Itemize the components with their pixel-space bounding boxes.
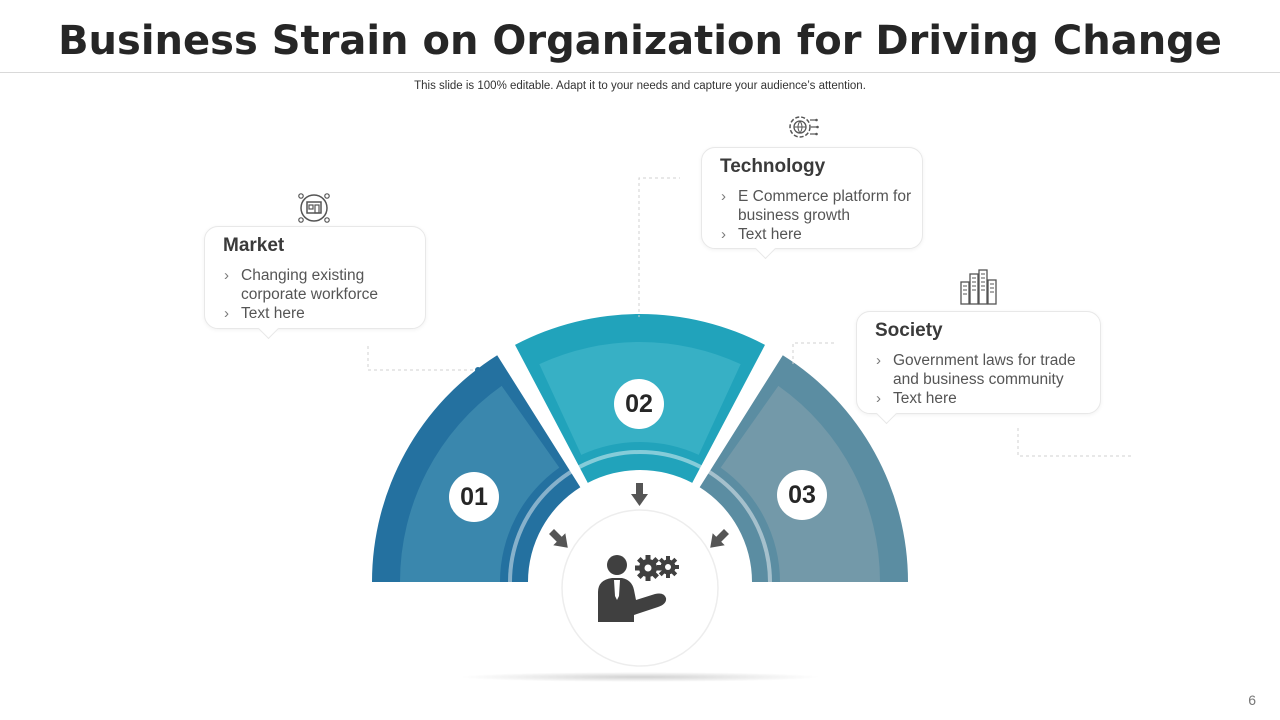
center-circle — [561, 509, 719, 667]
technology-connector-dot — [636, 317, 642, 323]
businessman-gears-icon — [598, 555, 679, 622]
market-bullets: Changing existing corporate workforce Te… — [223, 266, 415, 323]
diagram-shadow — [460, 672, 820, 682]
title-divider — [0, 72, 1280, 73]
technology-bullet-1: E Commerce platform for business growth — [720, 187, 912, 225]
market-heading: Market — [223, 235, 285, 256]
society-callout: Society Government laws for trade and bu… — [856, 311, 1101, 425]
technology-bullet-2: Text here — [720, 225, 912, 244]
inner-ring — [508, 450, 772, 583]
page-number: 6 — [1248, 692, 1256, 708]
city-buildings-icon — [958, 268, 1000, 313]
segment-number-02: 02 — [614, 379, 664, 429]
society-bullets: Government laws for trade and business c… — [875, 351, 1090, 408]
market-store-icon — [296, 190, 332, 231]
market-connector — [367, 346, 478, 371]
slide-subtitle: This slide is 100% editable. Adapt it to… — [414, 80, 866, 92]
society-connector — [792, 342, 835, 365]
segment-number-01: 01 — [449, 472, 499, 522]
technology-heading: Technology — [720, 156, 826, 177]
segment-number-03: 03 — [777, 470, 827, 520]
society-connector-2 — [1017, 428, 1134, 457]
arrow-down-left-icon — [710, 529, 729, 548]
gear-globe-icon — [783, 109, 819, 150]
market-bullet-2: Text here — [223, 304, 415, 323]
arrow-down-icon — [631, 483, 648, 506]
technology-bullets: E Commerce platform for business growth … — [720, 187, 912, 244]
society-bullet-1: Government laws for trade and business c… — [875, 351, 1090, 389]
society-bullet-2: Text here — [875, 389, 1090, 408]
market-connector-dot — [475, 367, 481, 373]
society-heading: Society — [875, 320, 943, 341]
market-bullet-1: Changing existing corporate workforce — [223, 266, 415, 304]
society-connector-dot — [790, 364, 796, 370]
slide-title: Business Strain on Organization for Driv… — [58, 18, 1222, 64]
market-callout: Market Changing existing corporate workf… — [204, 226, 426, 340]
arrow-down-right-icon — [549, 529, 568, 548]
technology-connector — [638, 177, 680, 318]
technology-callout: Technology E Commerce platform for busin… — [701, 147, 923, 260]
arrow-icons — [549, 483, 729, 548]
